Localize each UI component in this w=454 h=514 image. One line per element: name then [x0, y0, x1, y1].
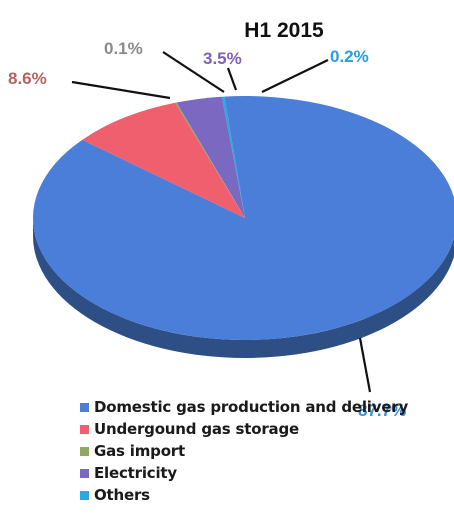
pie-slice: [176, 96, 245, 218]
leader-line: [71, 80, 171, 100]
legend-label: Electricity: [94, 464, 177, 482]
legend-swatch: [80, 468, 89, 478]
chart-title: H1 2015: [244, 19, 324, 42]
data-label: 0.2%: [330, 47, 369, 66]
leader-line: [261, 59, 329, 93]
legend-item: Domestic gas production and delivery: [80, 396, 408, 418]
leader-line: [358, 337, 372, 393]
data-label: 0.1%: [104, 39, 143, 58]
legend-swatch: [80, 402, 89, 412]
legend: Domestic gas production and delivery Und…: [80, 396, 408, 506]
legend-label: Gas import: [94, 442, 185, 460]
leader-lines: [71, 51, 372, 393]
legend-swatch: [80, 424, 89, 434]
data-label: 3.5%: [203, 49, 242, 68]
legend-swatch: [80, 446, 89, 456]
legend-label: Others: [94, 486, 150, 504]
leader-line: [162, 51, 225, 93]
pie-slice: [221, 96, 245, 218]
data-labels: 87.7% 8.6% 0.1% 3.5% 0.2%: [8, 39, 406, 420]
legend-item: Electricity: [80, 462, 408, 484]
legend-swatch: [80, 490, 89, 500]
legend-label: Undergound gas storage: [94, 420, 299, 438]
pie-slice: [175, 102, 245, 218]
legend-item: Gas import: [80, 440, 408, 462]
pie-slice: [82, 102, 245, 218]
legend-item: Undergound gas storage: [80, 418, 408, 440]
pie-slice: [33, 96, 454, 340]
data-label: 87.7%: [358, 401, 406, 420]
legend-item: Others: [80, 484, 408, 506]
legend-label: Domestic gas production and delivery: [94, 398, 409, 416]
leader-line: [226, 67, 238, 91]
pie-top: [33, 96, 454, 340]
data-label: 8.6%: [8, 69, 47, 88]
